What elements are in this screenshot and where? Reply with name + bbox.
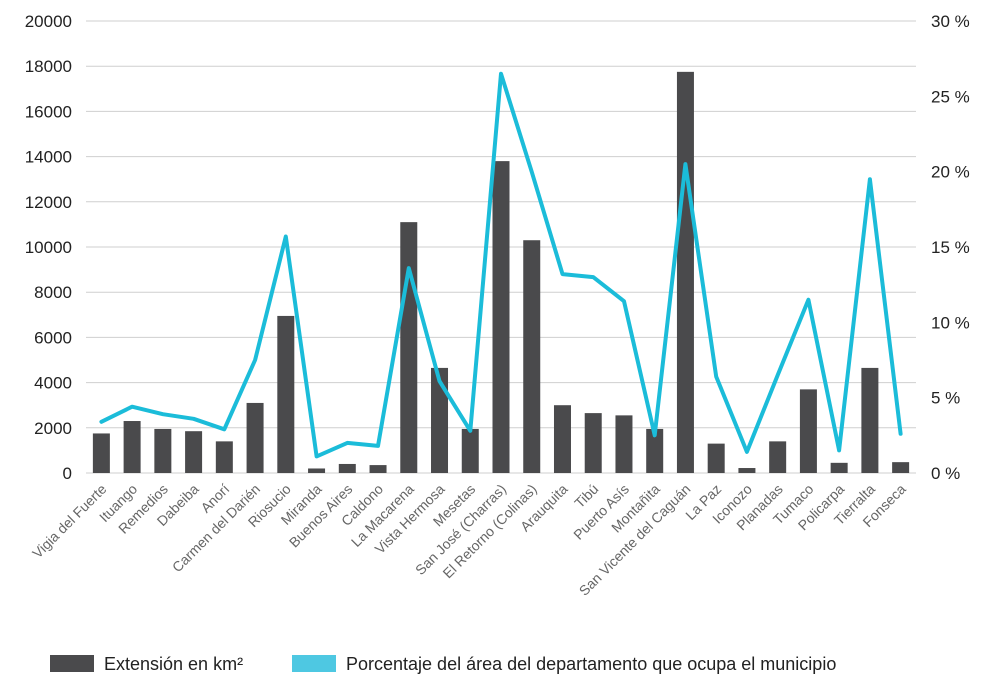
right-tick-label: 25 % xyxy=(931,87,970,106)
percentage-line xyxy=(99,71,903,459)
right-tick-label: 20 % xyxy=(931,163,970,182)
bar xyxy=(185,431,203,473)
category-label: Vigia del Fuerte xyxy=(29,481,110,562)
right-tick-label: 10 % xyxy=(931,313,970,332)
bar xyxy=(861,367,879,473)
bar xyxy=(308,468,326,473)
bar xyxy=(492,161,510,473)
bar xyxy=(676,71,694,473)
bar xyxy=(646,428,664,473)
right-axis-ticks: 0 % 5 % 10 % 15 % 20 % 25 % 30 % xyxy=(931,12,970,483)
bar xyxy=(769,441,787,473)
bar xyxy=(431,367,449,473)
bar xyxy=(707,443,725,473)
bar xyxy=(338,463,356,473)
bar xyxy=(123,421,141,473)
legend: Extensión en km² Porcentaje del área del… xyxy=(50,654,836,674)
bar xyxy=(154,428,172,473)
bar xyxy=(799,389,817,473)
bar xyxy=(738,468,756,473)
legend-swatch-bars xyxy=(50,655,94,672)
bar xyxy=(215,441,233,473)
bar xyxy=(584,413,602,473)
left-tick-label: 0 xyxy=(63,464,72,483)
left-tick-label: 8000 xyxy=(34,283,72,302)
left-axis-ticks: 0 2000 4000 6000 8000 10000 12000 14000 16000 180… xyxy=(25,12,72,483)
left-tick-label: 4000 xyxy=(34,374,72,393)
legend-swatch-line xyxy=(292,655,336,672)
legend-label-line: Porcentaje del área del departamento que… xyxy=(346,654,836,674)
legend-label-bars: Extensión en km² xyxy=(104,654,243,674)
left-tick-label: 16000 xyxy=(25,102,72,121)
left-tick-label: 6000 xyxy=(34,328,72,347)
bar xyxy=(553,405,571,473)
bar xyxy=(830,462,848,473)
line-series xyxy=(99,71,903,459)
right-tick-label: 30 % xyxy=(931,12,970,31)
bar xyxy=(400,222,418,473)
right-tick-label: 5 % xyxy=(931,389,960,408)
bar xyxy=(615,415,633,473)
bar-series xyxy=(92,71,910,473)
bar xyxy=(461,428,479,473)
left-tick-label: 2000 xyxy=(34,419,72,438)
left-tick-label: 14000 xyxy=(25,148,72,167)
bar xyxy=(369,465,387,473)
bar xyxy=(246,402,264,473)
bar xyxy=(277,315,295,473)
left-tick-label: 10000 xyxy=(25,238,72,257)
right-tick-label: 0 % xyxy=(931,464,960,483)
category-labels: Vigia del FuerteItuangoRemediosDabeibaAn… xyxy=(29,481,909,599)
left-tick-label: 20000 xyxy=(25,12,72,31)
bar xyxy=(523,240,541,473)
left-tick-label: 12000 xyxy=(25,193,72,212)
bar xyxy=(92,433,110,473)
left-tick-label: 18000 xyxy=(25,57,72,76)
right-tick-label: 15 % xyxy=(931,238,970,257)
bar xyxy=(892,462,910,473)
